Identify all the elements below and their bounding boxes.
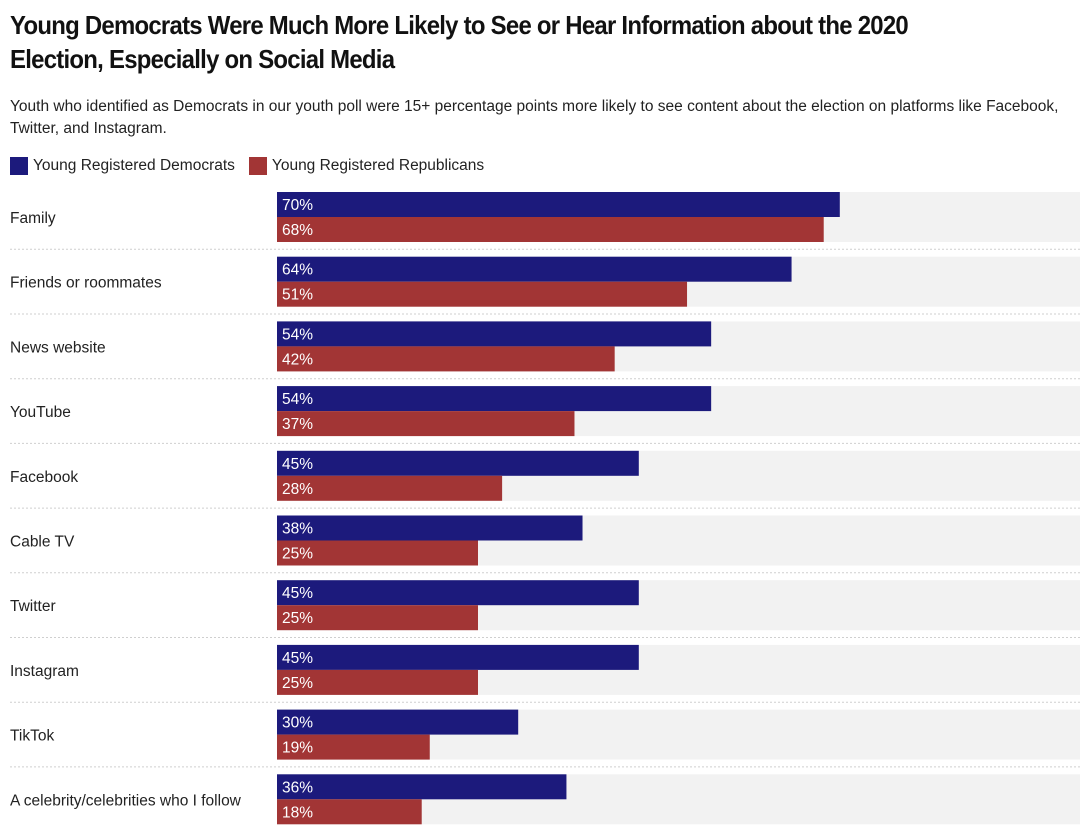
- data-label-twitter-democrats: 45%: [282, 585, 313, 602]
- data-label-instagram-democrats: 45%: [282, 650, 313, 667]
- data-label-twitter-republicans: 25%: [282, 610, 313, 627]
- bar-news-website-democrats: [277, 321, 712, 347]
- legend: Young Registered Democrats Young Registe…: [10, 156, 498, 176]
- data-label-cable-tv-republicans: 25%: [282, 546, 313, 563]
- data-label-friends-or-roommates-democrats: 64%: [282, 262, 313, 279]
- data-label-a-celebrity-celebrities-who-i-follow-democrats: 36%: [282, 779, 313, 796]
- data-label-friends-or-roommates-republicans: 51%: [282, 287, 313, 304]
- legend-label-republicans: Young Registered Republicans: [271, 157, 485, 174]
- category-label-cable-tv: Cable TV: [10, 534, 75, 551]
- legend-swatch-democrats: [10, 157, 28, 175]
- bar-facebook-democrats: [277, 450, 639, 476]
- data-label-news-website-republicans: 42%: [282, 351, 313, 368]
- bar-youtube-democrats: [277, 386, 712, 412]
- bar-a-celebrity-celebrities-who-i-follow-democrats: [277, 774, 567, 800]
- bar-cable-tv-democrats: [277, 515, 583, 541]
- data-label-youtube-republicans: 37%: [282, 416, 313, 433]
- chart: Young Democrats Were Much More Likely to…: [10, 0, 1080, 840]
- data-label-youtube-democrats: 54%: [282, 391, 313, 408]
- legend-item-democrats: Young Registered Democrats: [10, 157, 235, 175]
- data-label-facebook-democrats: 45%: [282, 456, 313, 473]
- bar-plot: Family 70% 68% Friends or roommates 64% 51% Ne…: [10, 192, 1080, 825]
- category-label-twitter: Twitter: [10, 598, 56, 615]
- data-label-news-website-democrats: 54%: [282, 326, 313, 343]
- bar-instagram-democrats: [277, 644, 639, 670]
- bar-friends-or-roommates-democrats: [277, 256, 792, 282]
- bar-facebook-republicans: [277, 475, 503, 501]
- bar-tiktok-republicans: [277, 734, 430, 760]
- legend-item-republicans: Young Registered Republicans: [248, 157, 485, 175]
- category-label-news-website: News website: [10, 339, 106, 356]
- bar-friends-or-roommates-republicans: [277, 281, 688, 307]
- data-label-cable-tv-democrats: 38%: [282, 521, 313, 538]
- legend-label-democrats: Young Registered Democrats: [33, 157, 235, 174]
- data-label-facebook-republicans: 28%: [282, 481, 313, 498]
- bar-news-website-republicans: [277, 346, 615, 372]
- bar-twitter-democrats: [277, 580, 639, 606]
- category-label-youtube: YouTube: [10, 404, 71, 421]
- data-label-tiktok-republicans: 19%: [282, 740, 313, 757]
- chart-subtitle: Youth who identified as Democrats in our…: [10, 98, 1059, 137]
- bar-tiktok-democrats: [277, 709, 519, 735]
- data-label-tiktok-democrats: 30%: [282, 715, 313, 732]
- bar-twitter-republicans: [277, 605, 478, 631]
- data-label-a-celebrity-celebrities-who-i-follow-republicans: 18%: [282, 804, 313, 821]
- data-label-instagram-republicans: 25%: [282, 675, 313, 692]
- category-label-tiktok: TikTok: [10, 728, 54, 745]
- category-label-a-celebrity-celebrities-who-i-follow: A celebrity/celebrities who I follow: [10, 792, 242, 809]
- bar-family-democrats: [277, 192, 840, 217]
- category-label-facebook: Facebook: [10, 469, 78, 486]
- data-label-family-democrats: 70%: [282, 197, 313, 214]
- bar-youtube-republicans: [277, 411, 575, 437]
- bar-family-republicans: [277, 217, 824, 242]
- bar-instagram-republicans: [277, 669, 478, 695]
- chart-title: Young Democrats Were Much More Likely to…: [10, 10, 909, 74]
- category-label-friends-or-roommates: Friends or roommates: [10, 275, 162, 292]
- bar-a-celebrity-celebrities-who-i-follow-republicans: [277, 799, 422, 825]
- category-label-family: Family: [10, 210, 56, 227]
- legend-swatch-republicans: [248, 157, 267, 175]
- bar-cable-tv-republicans: [277, 540, 478, 566]
- data-label-family-republicans: 68%: [282, 222, 313, 239]
- category-label-instagram: Instagram: [10, 663, 79, 680]
